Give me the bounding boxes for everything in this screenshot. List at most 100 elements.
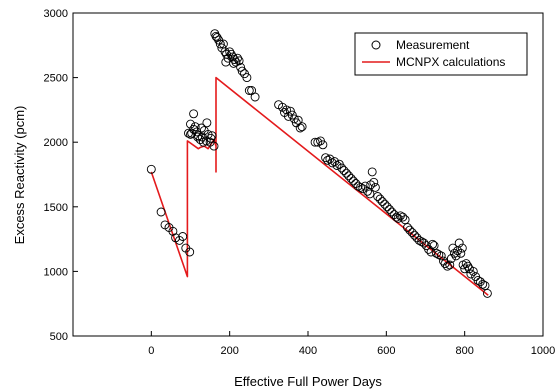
legend-marker-measurement: [371, 40, 381, 50]
measurement-point: [414, 235, 424, 245]
x-axis-ticks: 0 200 400 600 800 1000: [148, 331, 555, 357]
measurement-point: [366, 180, 376, 190]
measurement-point: [156, 207, 166, 217]
x-tick-label: 0: [148, 345, 154, 357]
measurement-point: [451, 251, 461, 261]
measurement-point: [365, 189, 375, 199]
x-tick-label: 1000: [531, 345, 555, 357]
legend: Measurement MCNPX calculations: [354, 32, 528, 76]
measurement-point: [297, 122, 307, 132]
measurement-point: [190, 122, 200, 132]
measurement-point: [410, 230, 419, 240]
y-tick-label: 2500: [44, 73, 68, 85]
measurement-point: [236, 62, 246, 72]
measurement-point: [456, 248, 466, 258]
measurement-point: [339, 166, 349, 176]
legend-box: [354, 32, 528, 76]
measurement-point: [468, 266, 478, 276]
measurement-point: [346, 173, 356, 183]
measurement-point: [398, 212, 408, 222]
measurement-point: [460, 264, 470, 274]
measurement-point: [250, 92, 260, 102]
measurement-point: [198, 137, 208, 147]
measurement-point: [419, 238, 429, 248]
series-layer: [146, 29, 492, 298]
measurement-point: [393, 213, 403, 223]
measurement-point: [466, 269, 476, 279]
measurement-point: [348, 176, 358, 186]
measurement-point: [387, 207, 397, 217]
measurement-point: [432, 248, 441, 258]
measurement-point: [436, 251, 446, 261]
measurement-point: [228, 52, 238, 62]
measurement-point: [282, 105, 291, 115]
measurement-point: [480, 281, 490, 291]
measurement-point: [295, 123, 305, 133]
measurement-point: [478, 279, 488, 289]
measurement-point: [463, 261, 473, 271]
x-tick-label: 400: [299, 345, 317, 357]
measurement-point: [225, 47, 235, 57]
y-tick-label: 1500: [44, 202, 68, 214]
measurement-point: [186, 119, 195, 129]
measurement-point: [195, 135, 205, 145]
measurement-point: [310, 137, 320, 147]
measurement-point: [209, 141, 219, 151]
measurement-point: [244, 86, 254, 95]
y-axis-ticks: 500 1000 1500 2000 2500 3000: [44, 8, 78, 343]
measurement-point: [392, 212, 401, 222]
measurement-point: [434, 250, 444, 260]
measurement-point: [237, 66, 247, 76]
measurement-point: [327, 158, 337, 168]
measurement-point: [318, 140, 328, 150]
measurement-point: [168, 226, 178, 236]
measurement-point: [193, 132, 203, 142]
measurement-point: [321, 153, 331, 163]
measurement-point: [323, 155, 333, 165]
measurement-point: [373, 192, 383, 201]
measurement-point: [440, 259, 450, 269]
measurement-point: [377, 197, 387, 207]
legend-label-measurement: Measurement: [396, 38, 470, 52]
x-tick-label: 600: [377, 345, 395, 357]
y-tick-label: 3000: [44, 8, 68, 20]
measurement-point: [482, 288, 492, 298]
measurement-point: [382, 202, 392, 212]
measurement-point: [146, 164, 156, 174]
measurement-point: [332, 161, 342, 170]
measurement-point: [461, 259, 471, 269]
measurement-point: [405, 225, 415, 235]
measurement-point: [360, 181, 370, 191]
measurement-point: [428, 239, 438, 249]
measurement-point: [442, 261, 452, 271]
measurement-point: [403, 223, 412, 232]
measurement-point: [353, 181, 363, 191]
measurement-point: [226, 49, 236, 59]
measurement-point: [400, 215, 410, 225]
measurement-point: [178, 232, 188, 241]
measurement-point: [185, 247, 195, 257]
measurement-point: [457, 243, 467, 253]
measurement-point: [206, 133, 216, 143]
measurement-point: [229, 58, 239, 68]
measurement-point: [380, 199, 390, 209]
measurement-point: [337, 163, 347, 173]
measurement-point: [367, 167, 377, 177]
x-axis-title: Effective Full Power Days: [234, 374, 382, 389]
y-tick-label: 500: [50, 331, 68, 343]
measurement-point: [189, 109, 199, 119]
series-line-mcnpx: [150, 76, 489, 296]
legend-label-mcnpx: MCNPX calculations: [396, 55, 505, 69]
measurement-point: [215, 39, 225, 49]
measurement-point: [370, 182, 380, 192]
measurement-point: [242, 73, 252, 83]
measurement-point: [446, 254, 456, 263]
measurement-point: [450, 248, 459, 258]
x-tick-label: 800: [455, 345, 473, 357]
measurement-point: [454, 238, 464, 248]
measurement-point: [344, 171, 354, 181]
measurement-point: [407, 228, 417, 238]
measurement-point: [448, 243, 458, 253]
measurement-point: [197, 123, 206, 133]
